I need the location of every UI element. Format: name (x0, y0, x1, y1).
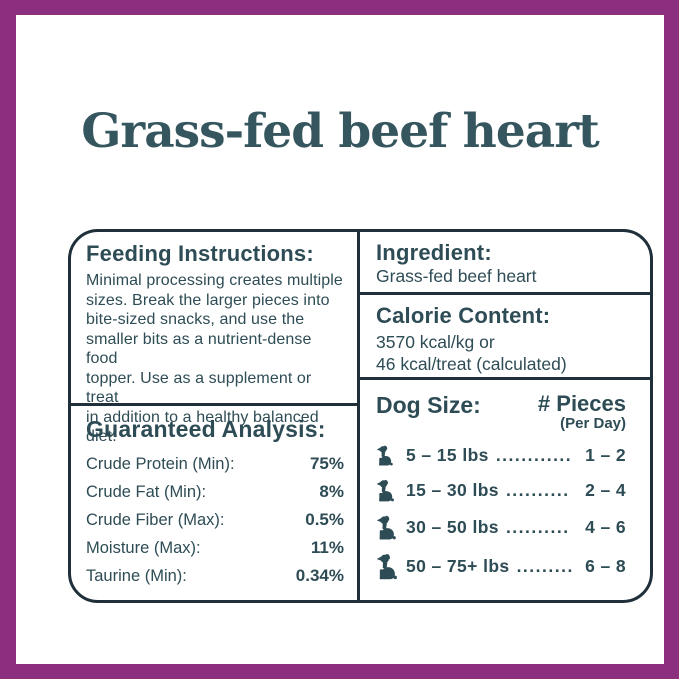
feeding-text-line: bite-sized snacks, and use the (86, 311, 305, 329)
analysis-row: Crude Fiber (Max): 0.5% (86, 506, 344, 534)
pieces-per-day: 1 – 2 (585, 445, 626, 465)
feeding-instructions-section: Feeding Instructions: Minimal processing… (71, 232, 357, 445)
dot-leader: ............ (495, 445, 573, 465)
feeding-text-line: in addition to a healthy balanced diet. (86, 408, 319, 446)
dog-weight-range: 30 – 50 lbs (406, 517, 499, 537)
analysis-value: 8% (319, 482, 344, 502)
guaranteed-analysis-heading: Guaranteed Analysis: (86, 416, 326, 442)
info-panel: Feeding Instructions: Minimal processing… (68, 229, 653, 603)
feeding-text-line: Minimal processing creates multiple (86, 272, 343, 290)
product-title: Grass-fed beef heart (81, 104, 599, 159)
dog-size-row: 50 – 75+ lbs ......... 6 – 8 (376, 553, 626, 580)
analysis-value: 75% (309, 454, 344, 474)
dog-size-row: 15 – 30 lbs .......... 2 – 4 (376, 479, 626, 502)
pieces-heading-main: # Pieces (537, 391, 626, 416)
label-background: Grass-fed beef heart Feeding Instruction… (16, 15, 664, 664)
analysis-value: 0.34% (295, 566, 344, 586)
analysis-row: Crude Fat (Min): 8% (86, 478, 344, 506)
calorie-content-heading: Calorie Content: (376, 303, 551, 328)
analysis-label: Moisture (Max): (86, 539, 201, 558)
pieces-per-day: 6 – 8 (585, 556, 626, 576)
dog-weight-range: 50 – 75+ lbs (406, 556, 510, 576)
dot-leader: .......... (505, 480, 570, 500)
dog-icon (376, 515, 406, 540)
analysis-row: Taurine (Min): 0.34% (86, 562, 344, 590)
ingredient-value: Grass-fed beef heart (376, 266, 537, 287)
dot-leader: .......... (505, 517, 570, 537)
feeding-text-line: smaller bits as a nutrient-dense food (86, 330, 312, 368)
analysis-row: Moisture (Max): 11% (86, 534, 344, 562)
dot-leader: ......... (516, 556, 574, 576)
analysis-value: 11% (310, 538, 344, 558)
guaranteed-analysis-section: Guaranteed Analysis: Crude Protein (Min)… (71, 406, 357, 590)
pieces-per-day: 2 – 4 (585, 480, 626, 500)
analysis-label: Crude Protein (Min): (86, 455, 235, 474)
feeding-text-line: topper. Use as a supplement or treat (86, 369, 312, 407)
dog-size-section: Dog Size: # Pieces (Per Day) 5 – 15 lbs … (360, 380, 650, 580)
dog-weight-range: 15 – 30 lbs (406, 480, 499, 500)
feeding-text-line: sizes. Break the larger pieces into (86, 291, 330, 309)
calorie-line: 3570 kcal/kg or (376, 332, 495, 353)
pieces-heading-sub: (Per Day) (560, 415, 626, 432)
calorie-content-section: Calorie Content: 3570 kcal/kg or 46 kcal… (360, 295, 650, 380)
analysis-row: Crude Protein (Min): 75% (86, 450, 344, 478)
dog-icon (376, 445, 406, 466)
pieces-heading: # Pieces (Per Day) (538, 392, 626, 432)
ingredient-section: Ingredient: Grass-fed beef heart (360, 232, 650, 295)
analysis-value: 0.5% (305, 510, 344, 530)
right-column: Ingredient: Grass-fed beef heart Calorie… (360, 232, 650, 600)
ingredient-heading: Ingredient: (376, 240, 492, 265)
analysis-label: Taurine (Min): (86, 567, 187, 586)
analysis-label: Crude Fat (Min): (86, 483, 207, 502)
calorie-line: 46 kcal/treat (calculated) (376, 354, 567, 375)
left-column: Feeding Instructions: Minimal processing… (71, 232, 360, 600)
analysis-label: Crude Fiber (Max): (86, 511, 225, 530)
dog-size-heading: Dog Size: (376, 392, 481, 418)
feeding-instructions-heading: Feeding Instructions: (86, 241, 314, 266)
dog-size-row: 30 – 50 lbs .......... 4 – 6 (376, 515, 626, 540)
dog-size-row: 5 – 15 lbs ............ 1 – 2 (376, 445, 626, 466)
dog-size-table-header: Dog Size: # Pieces (Per Day) (376, 392, 626, 432)
dog-icon (376, 479, 406, 502)
pieces-per-day: 4 – 6 (585, 517, 626, 537)
dog-icon (376, 553, 406, 580)
dog-weight-range: 5 – 15 lbs (406, 445, 489, 465)
